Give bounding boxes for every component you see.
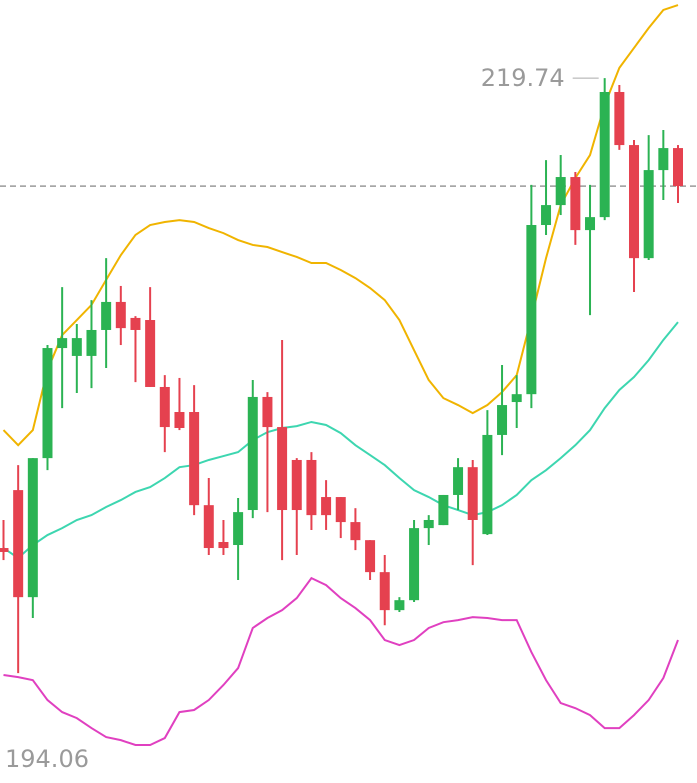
candle-body [0,548,9,552]
candle-body [511,394,522,403]
candle-body [629,145,640,259]
candle-body [614,91,625,146]
candle-body [526,225,537,395]
min-label: 194.06 [5,745,89,773]
candle-body [174,412,185,428]
candle-body [585,217,596,231]
candle-body [306,459,317,516]
candle-body [335,497,346,523]
candle-body [643,170,654,259]
candle-body [71,338,82,356]
candle-body [218,542,229,549]
candle-body [599,91,610,218]
candle-body [13,490,24,598]
candle-body [423,519,434,529]
candle-body [262,396,273,428]
candle-body [394,600,405,611]
candle-body [203,505,214,549]
candle-body [233,512,244,546]
candle-body [145,320,156,387]
candle-body [467,467,478,520]
max-label: 219.74 [481,64,565,92]
band-line [3,576,679,746]
candle-body [673,148,683,187]
candle-body [365,540,376,573]
candle-body [86,329,97,356]
candle-body [541,205,552,226]
candle-body [482,434,493,535]
candle-body [321,497,332,516]
candle-body [409,528,420,601]
candle-body [27,458,38,598]
candle-body [277,427,288,511]
candle-body [159,386,170,428]
candle-body [570,177,581,231]
candle-body [247,396,258,511]
candle-body [379,572,390,611]
candle-body [189,412,200,506]
band-line [2,321,679,560]
candle-body [438,494,449,526]
candle-body [350,522,361,541]
candle-body [57,338,68,349]
candle-body [115,301,126,329]
candle-body [130,317,141,330]
candle-body [101,301,112,330]
candle-body [658,148,669,171]
candle-body [291,459,302,511]
candle-body [453,467,464,495]
candle-body [497,405,508,435]
candle-body [555,177,566,206]
candle-body [42,348,53,459]
